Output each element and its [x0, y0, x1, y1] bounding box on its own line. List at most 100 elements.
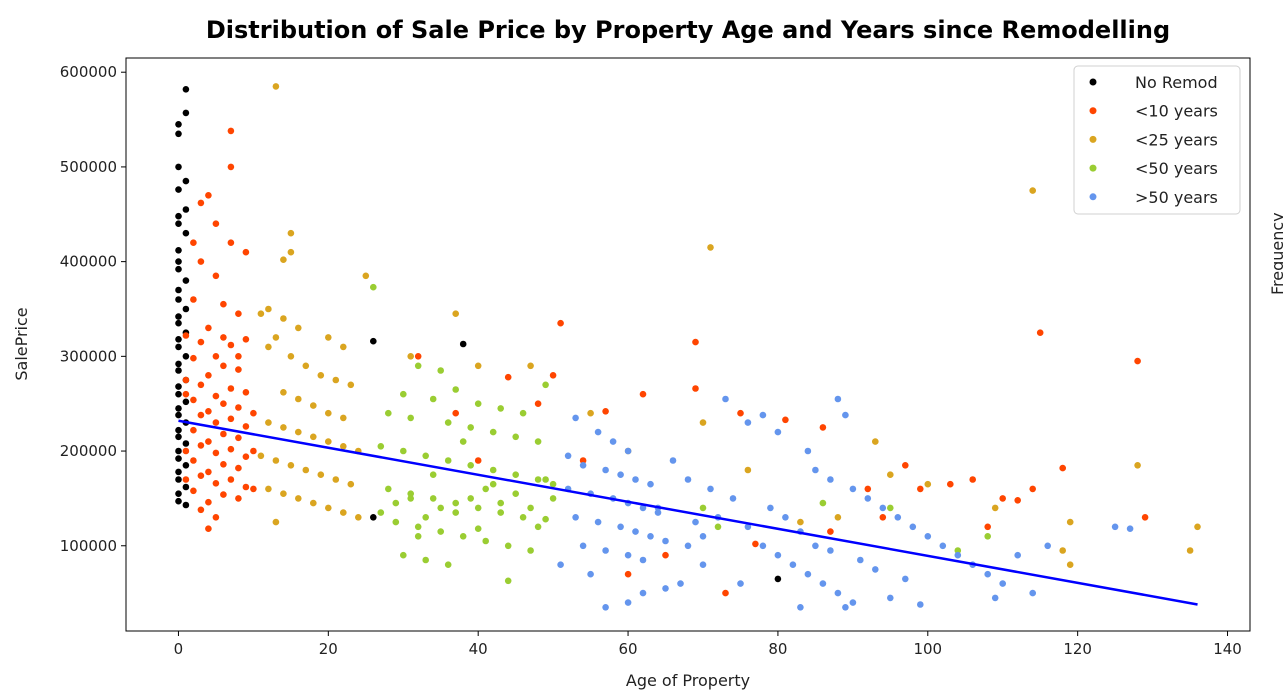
data-point [414, 523, 422, 531]
data-point [280, 256, 287, 264]
data-point [295, 324, 302, 332]
data-point [842, 411, 849, 419]
data-point [497, 509, 505, 516]
data-point [684, 542, 692, 550]
data-point [182, 447, 190, 455]
data-point [242, 336, 250, 343]
data-point [602, 547, 609, 554]
data-point [534, 400, 542, 408]
data-point [212, 514, 220, 521]
data-point [220, 400, 227, 408]
data-point [407, 414, 415, 422]
data-point [205, 192, 212, 199]
data-point [212, 419, 220, 426]
data-point [280, 424, 287, 431]
data-point [707, 244, 714, 251]
data-point [265, 343, 272, 351]
data-point [744, 466, 752, 474]
data-point [175, 390, 182, 398]
data-point [759, 411, 767, 419]
data-point [190, 396, 197, 404]
data-point [400, 390, 407, 398]
data-point [482, 537, 490, 545]
data-point [265, 305, 272, 313]
data-point [639, 556, 647, 564]
data-point [759, 542, 767, 550]
data-point [227, 163, 235, 171]
right-axis-label: Frequency [1268, 212, 1283, 295]
series-2 [257, 83, 1201, 568]
data-point [182, 440, 190, 447]
data-point [849, 599, 857, 606]
data-point [692, 518, 699, 526]
data-point [632, 476, 639, 483]
data-point [1111, 523, 1119, 531]
x-tick-label: 0 [174, 640, 184, 658]
data-point [182, 462, 190, 469]
data-point [370, 283, 377, 291]
data-point [542, 476, 549, 483]
data-point [310, 433, 317, 441]
data-point [212, 353, 220, 360]
data-point [1029, 589, 1036, 597]
data-point [752, 540, 759, 548]
data-point [400, 551, 407, 559]
data-point [797, 518, 804, 526]
data-point [355, 514, 362, 521]
data-point [662, 585, 669, 592]
data-point [692, 385, 699, 392]
data-point [602, 408, 609, 415]
data-point [182, 229, 190, 237]
data-point [444, 419, 452, 426]
data-point [624, 599, 632, 606]
data-point [227, 385, 235, 392]
data-point [924, 533, 932, 540]
data-point [407, 490, 415, 498]
data-point [459, 533, 467, 540]
data-point [242, 248, 250, 256]
data-point [789, 561, 797, 568]
data-point [385, 409, 392, 417]
data-point [879, 514, 887, 521]
data-point [175, 343, 182, 351]
data-point [729, 495, 737, 502]
legend: No Remod <10 years <25 years <50 years >50 y… [1073, 65, 1241, 215]
data-point [887, 504, 894, 512]
data-point [325, 438, 332, 445]
data-point [669, 457, 677, 464]
data-point [175, 411, 182, 419]
data-point [175, 265, 182, 273]
data-point [991, 594, 999, 602]
data-point [714, 523, 722, 531]
data-point [512, 433, 519, 441]
data-point [609, 438, 617, 445]
data-point [265, 419, 272, 426]
data-point [677, 580, 684, 587]
y-axis-label: SalePrice [12, 307, 31, 380]
data-point [917, 601, 924, 608]
data-point [182, 305, 190, 313]
y-tick-label: 300000 [60, 347, 117, 365]
data-point [190, 457, 197, 464]
data-point [175, 258, 182, 265]
data-point [624, 570, 632, 578]
data-point [639, 589, 647, 597]
data-point [287, 229, 295, 237]
data-point [504, 542, 512, 550]
data-point [392, 518, 400, 526]
data-point [512, 471, 519, 479]
data-point [220, 430, 227, 438]
data-point [969, 476, 976, 483]
plot-frame [125, 57, 1251, 632]
data-point [175, 367, 182, 374]
data-point [467, 462, 475, 469]
data-point [489, 466, 497, 474]
data-point [250, 409, 257, 417]
data-point [422, 556, 430, 564]
data-point [310, 499, 317, 507]
data-point [812, 542, 819, 550]
x-tick-label: 100 [913, 640, 942, 658]
data-point [924, 480, 932, 488]
data-point [527, 362, 534, 370]
